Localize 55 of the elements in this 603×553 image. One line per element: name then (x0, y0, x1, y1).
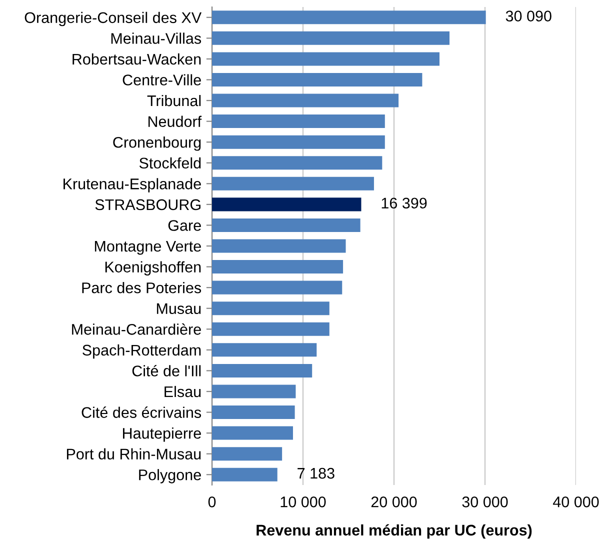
y-tick-label: Koenigshoffen (105, 261, 201, 276)
bar (212, 10, 486, 24)
bar (212, 72, 422, 86)
y-tick-label: Cité des écrivains (82, 406, 202, 418)
bar (212, 218, 360, 232)
bar (212, 322, 330, 336)
y-tick-label: Orangerie-Conseil des XV (24, 12, 202, 26)
y-tick-label: Robertsau-Wacken (72, 53, 201, 65)
bar (212, 135, 385, 149)
x-axis-title: Revenu annuel médian par UC (euros) (256, 524, 532, 539)
y-tick-label: Neudorf (148, 116, 202, 127)
bar (212, 239, 346, 253)
y-tick-label: Montagne Verte (94, 241, 201, 255)
y-tick-label: Cronenbourg (113, 136, 201, 151)
y-tick-label: Cité de l'Ill (132, 364, 201, 376)
y-tick-label: STRASBOURG (95, 199, 200, 210)
x-tick-label: 20 000 (371, 496, 417, 508)
data-label: 7 183 (298, 468, 334, 479)
y-tick-label: Hautepierre (123, 428, 201, 442)
bar (212, 198, 362, 212)
y-tick-label: Gare (168, 220, 201, 231)
bar (212, 384, 296, 398)
data-label: 30 090 (506, 10, 552, 22)
y-tick-label: Elsau (164, 386, 201, 398)
bar (212, 156, 382, 170)
y-tick-label: Musau (156, 303, 201, 314)
y-tick-label: Stockfeld (139, 157, 201, 169)
bar (212, 260, 344, 274)
bar (212, 447, 282, 461)
bar (212, 343, 317, 357)
x-tick-label: 0 (208, 496, 216, 508)
y-tick-label: Spach-Rotterdam (82, 344, 201, 359)
y-tick-label: Meinau-Villas (111, 32, 202, 44)
bar (212, 94, 399, 108)
x-tick-label: 40 000 (552, 496, 599, 508)
bar (212, 468, 278, 482)
bar (212, 406, 295, 420)
bar (212, 176, 374, 190)
bar (212, 52, 440, 66)
y-tick-label: Parc des Poteries (82, 282, 202, 294)
y-tick-label: Polygone (139, 469, 201, 484)
x-tick-label: 30 000 (462, 496, 508, 508)
bar (212, 426, 293, 440)
bar (212, 302, 330, 316)
y-tick-label: Krutenau-Esplanade (64, 178, 201, 192)
x-tick-label: 10 000 (280, 496, 326, 508)
y-tick-label: Tribunal (147, 94, 201, 106)
y-tick-label: Port du Rhin-Musau (66, 448, 201, 460)
bar (212, 31, 450, 45)
bar (212, 114, 385, 128)
bar (212, 364, 312, 378)
data-label: 16 399 (382, 198, 427, 209)
y-tick-label: Meinau-Canardière (72, 323, 201, 335)
bar (212, 280, 342, 294)
y-tick-label: Centre-Ville (122, 74, 201, 86)
